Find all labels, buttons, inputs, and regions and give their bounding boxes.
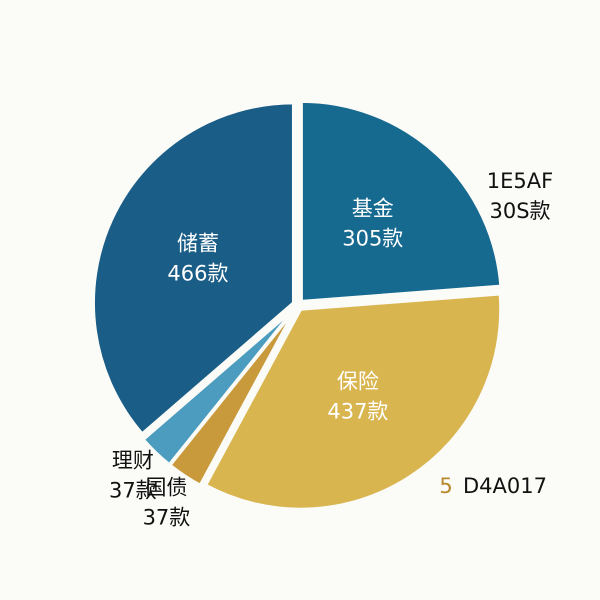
pie-slice bbox=[91, 101, 295, 436]
slice-label: 基金 bbox=[352, 196, 394, 220]
annotation: 30S款 bbox=[489, 199, 550, 223]
pie-slice bbox=[203, 292, 503, 511]
value-label: 37款 bbox=[109, 478, 157, 502]
value-label: 37款 bbox=[143, 505, 191, 529]
slice-label: 理财 bbox=[112, 448, 154, 472]
annotation: 1E5AF bbox=[487, 169, 553, 193]
value-label: 305款 bbox=[342, 226, 403, 250]
annotation: 5 bbox=[439, 474, 452, 498]
pie-slice bbox=[299, 99, 503, 303]
annotation: D4A017 bbox=[463, 474, 547, 498]
slice-label: 保险 bbox=[337, 369, 379, 393]
value-label: 437款 bbox=[327, 399, 388, 423]
pie-slice bbox=[141, 307, 296, 467]
slice-label: 国债 bbox=[145, 475, 187, 499]
slice-label: 储蓄 bbox=[177, 231, 219, 255]
value-label: 466款 bbox=[167, 261, 228, 285]
